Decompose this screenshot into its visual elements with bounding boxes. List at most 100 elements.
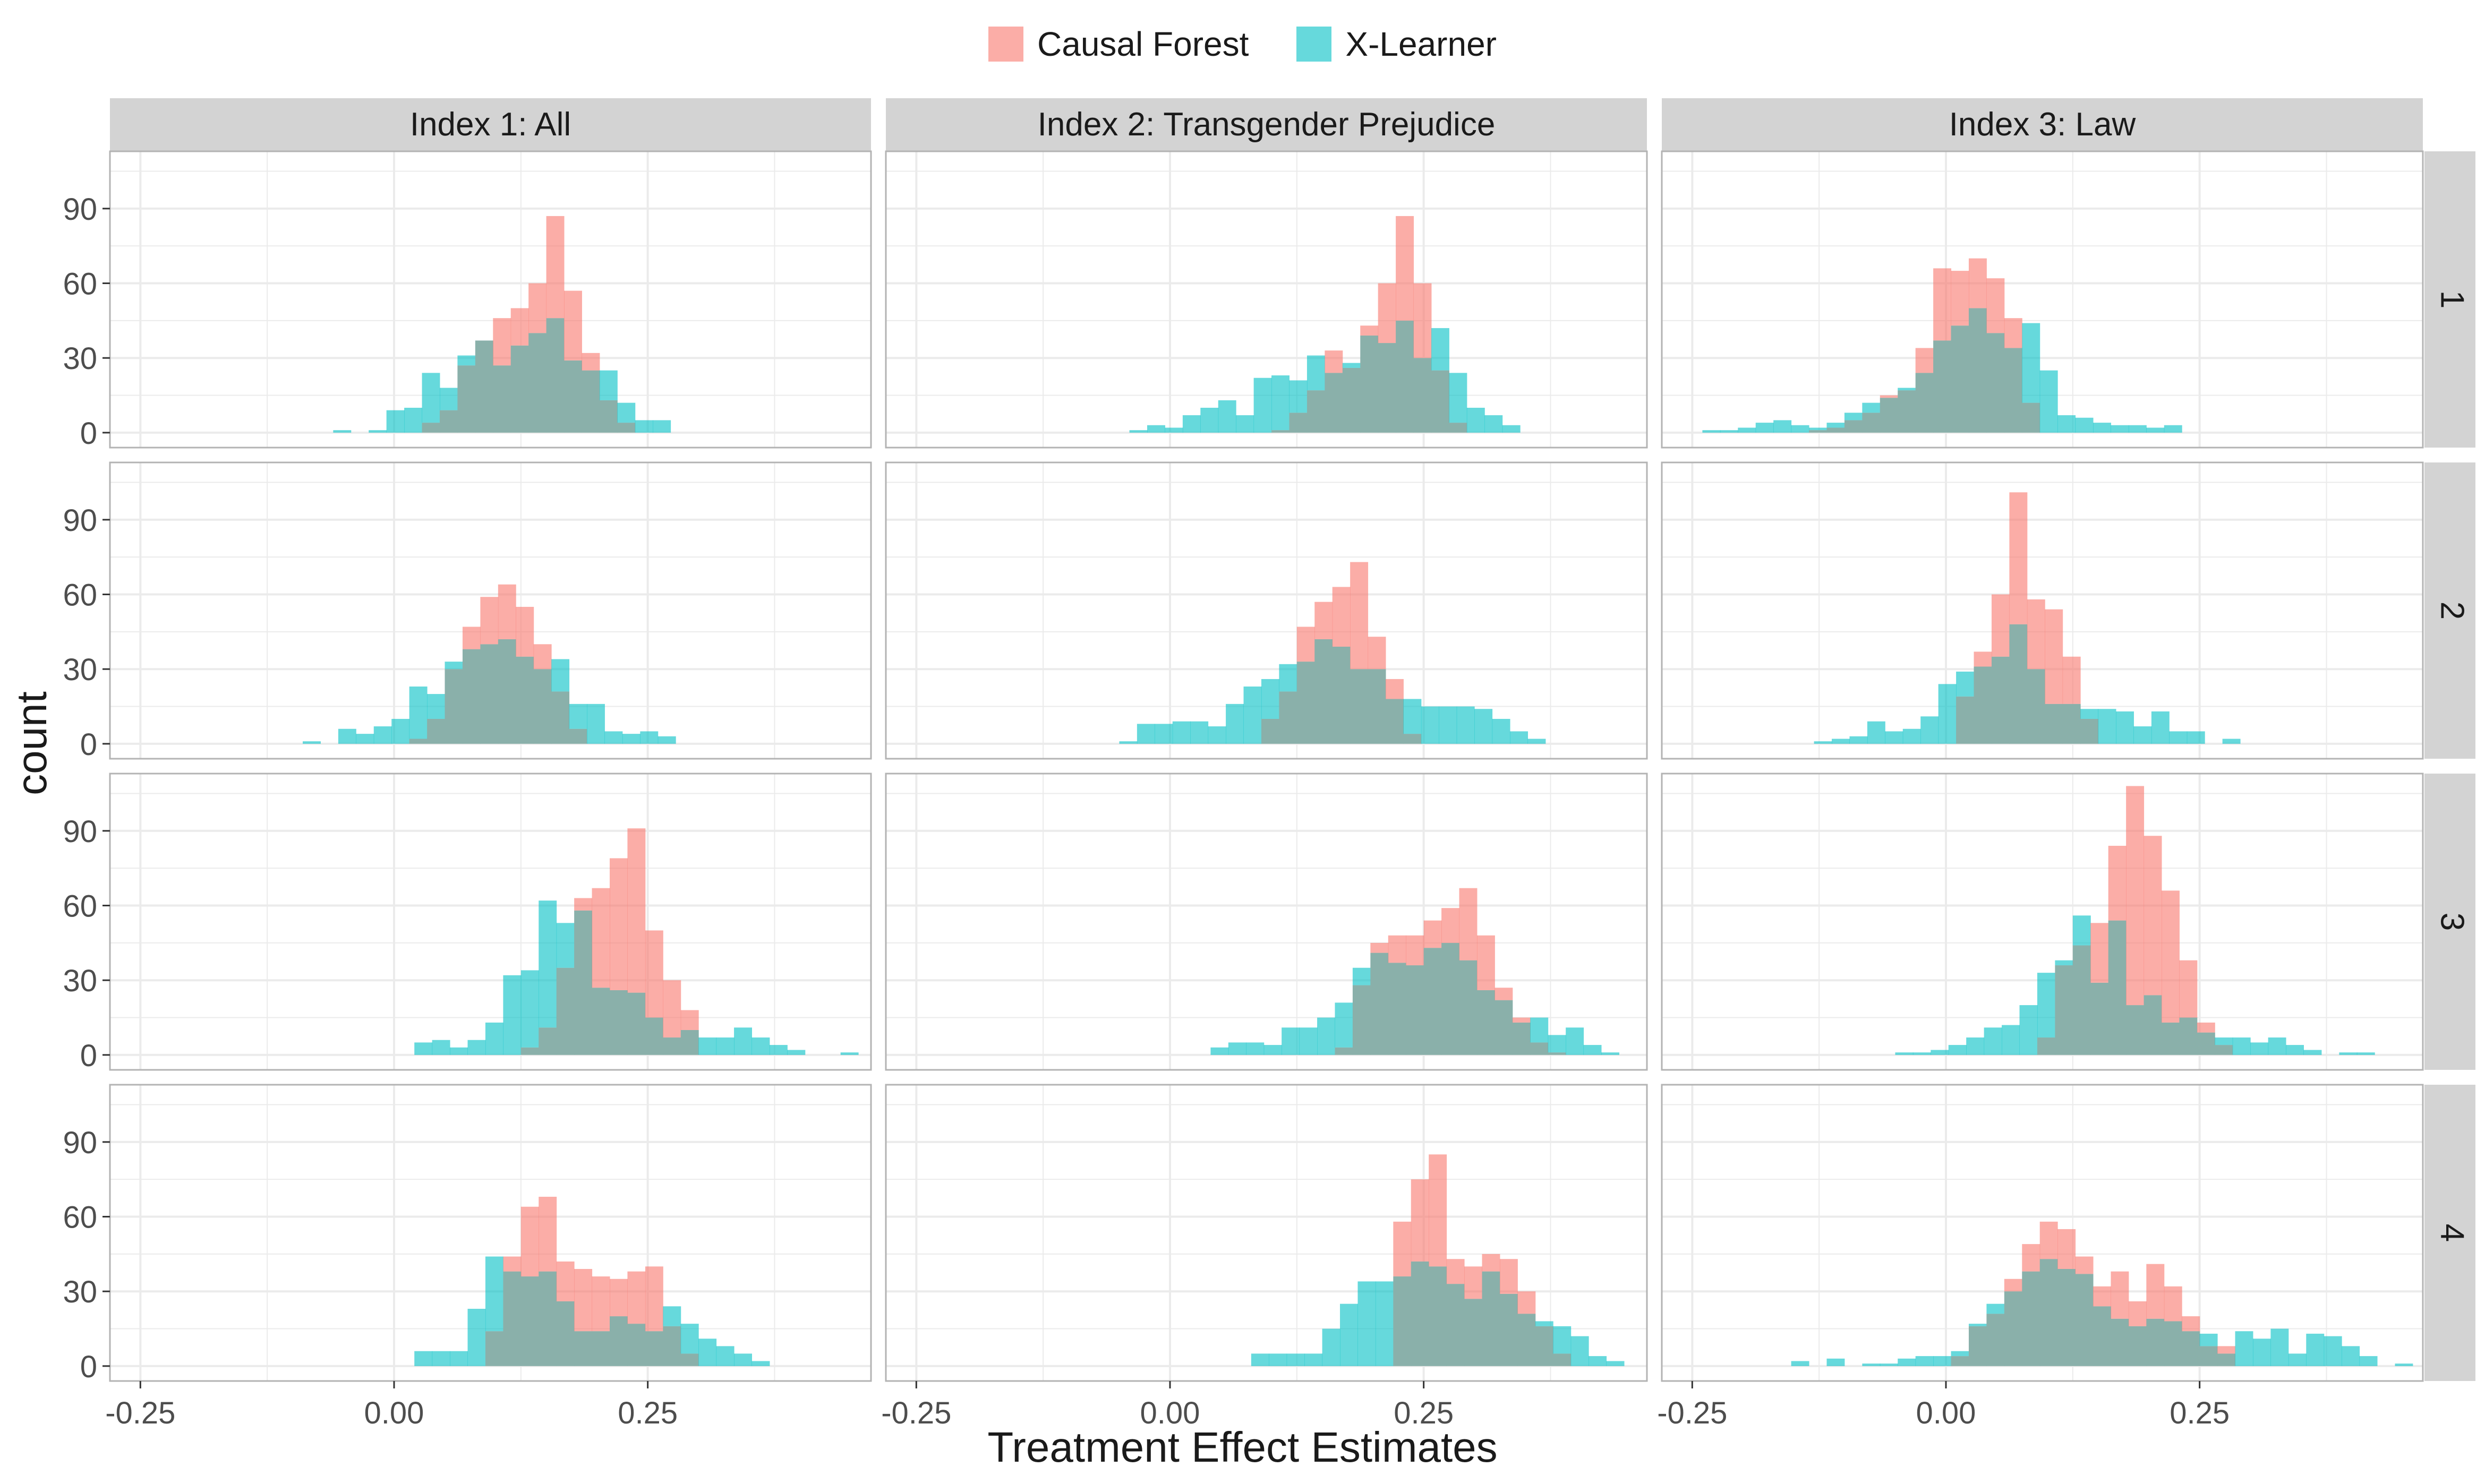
histogram-bar-overlap [1449, 423, 1467, 433]
histogram-bar-overlap [516, 656, 534, 744]
histogram-bar-x-learner [1474, 709, 1493, 744]
histogram-bar-x-learner [1200, 407, 1219, 433]
histogram-bar-causal-forest [1413, 283, 1432, 358]
histogram-bar-x-learner [2002, 1025, 2020, 1055]
histogram-bar-x-learner [2286, 1045, 2304, 1055]
histogram-bar-causal-forest [1446, 1259, 1465, 1284]
histogram-bar-overlap [1991, 656, 2010, 744]
histogram-bar-overlap [1289, 413, 1308, 433]
legend-item-causal-forest[interactable]: Causal Forest [988, 24, 1249, 64]
histogram-bar-causal-forest [1499, 1259, 1518, 1294]
histogram-bar-x-learner [752, 1361, 770, 1366]
histogram-bar-overlap [2057, 1268, 2076, 1366]
y-axis-tick-label: 90 [63, 192, 97, 227]
histogram-bar-overlap [1403, 734, 1422, 744]
facet-strip-row [2424, 774, 2475, 1070]
histogram-bar-x-learner [1439, 706, 1457, 744]
histogram-bar-x-learner [1931, 1050, 1949, 1055]
histogram-bar-x-learner [1251, 1353, 1269, 1366]
histogram-bar-overlap [1306, 390, 1325, 433]
histogram-bar-overlap [1495, 1000, 1513, 1055]
histogram-bar-x-learner [551, 659, 570, 692]
histogram-bar-x-learner [617, 402, 636, 423]
histogram-bar-x-learner [1773, 420, 1792, 433]
histogram-bar-overlap [1898, 390, 1916, 433]
facet-column-label: Index 3: Law [1949, 106, 2136, 143]
histogram-bar-x-learner [1738, 427, 1756, 433]
histogram-bar-causal-forest [1332, 587, 1351, 647]
histogram-bar-x-learner [680, 1324, 699, 1354]
histogram-bar-x-learner [1119, 741, 1138, 744]
histogram-bar-overlap [2022, 1271, 2040, 1366]
histogram-bar-x-learner [2072, 915, 2091, 946]
histogram-bar-overlap [569, 728, 587, 744]
histogram-bar-overlap [462, 649, 481, 744]
legend-swatch-x-learner [1296, 27, 1332, 62]
histogram-bar-x-learner [333, 430, 352, 433]
histogram-bar-overlap [1406, 965, 1424, 1055]
histogram-bar-x-learner [1912, 1052, 1931, 1055]
histogram-bar-causal-forest [1915, 348, 1934, 373]
histogram-bar-x-learner [1210, 1047, 1229, 1055]
histogram-bar-overlap [1335, 1047, 1353, 1055]
histogram-bar-causal-forest [556, 1261, 575, 1301]
histogram-bar-x-learner [1304, 1353, 1323, 1366]
histogram-bar-x-learner [1601, 1052, 1619, 1055]
histogram-bar-x-learner [1155, 724, 1173, 744]
histogram-bar-x-learner [2270, 1328, 2289, 1366]
facet-strip-column [110, 98, 871, 151]
histogram-bar-x-learner [1832, 739, 1850, 744]
histogram-bar-causal-forest [2004, 1279, 2022, 1292]
histogram-bar-overlap [409, 739, 428, 744]
histogram-bar-overlap [663, 1326, 681, 1366]
facet-strip-row [2424, 1085, 2475, 1381]
histogram-bar-causal-forest [574, 1268, 593, 1332]
histogram-bar-x-learner [1340, 1303, 1358, 1366]
histogram-bar-x-learner [1502, 425, 1521, 433]
histogram-bar-x-learner [1933, 1356, 1952, 1366]
histogram-bar-x-learner [2057, 415, 2076, 433]
histogram-bar-x-learner [2252, 1339, 2271, 1366]
histogram-bar-overlap [2164, 1321, 2182, 1366]
histogram-bar-x-learner [2128, 425, 2147, 433]
histogram-bar-overlap [2217, 1353, 2236, 1366]
histogram-bar-x-learner [1755, 423, 1774, 433]
facet-row-label: 2 [2434, 602, 2471, 620]
x-axis-tick-label: 0.25 [618, 1396, 678, 1430]
panel-border [885, 150, 1648, 449]
histogram-bar-x-learner [450, 1351, 468, 1366]
histogram-bar-causal-forest [663, 980, 681, 1038]
histogram-bar-causal-forest [1968, 258, 1987, 308]
histogram-bar-x-learner [2250, 1042, 2269, 1055]
histogram-bar-x-learner [1951, 1351, 1969, 1357]
histogram-bar-causal-forest [2027, 599, 2045, 670]
histogram-bar-x-learner [1253, 378, 1272, 433]
panel-border [109, 150, 872, 449]
histogram-bar-x-learner [569, 704, 587, 729]
histogram-bar-overlap [1476, 990, 1495, 1055]
histogram-bar-overlap [1809, 430, 1827, 433]
histogram-bar-x-learner [2395, 1363, 2413, 1366]
histogram-bar-overlap [1968, 1326, 1987, 1366]
histogram-bar-overlap [592, 988, 610, 1055]
histogram-bar-overlap [680, 1030, 699, 1055]
histogram-bar-causal-forest [2093, 1286, 2111, 1307]
histogram-bar-overlap [539, 1027, 557, 1055]
histogram-bar-x-learner [2199, 1333, 2218, 1346]
histogram-bar-causal-forest [533, 644, 552, 670]
histogram-bar-overlap [627, 1324, 646, 1366]
y-axis-tick-label: 90 [63, 503, 97, 538]
histogram-bar-x-learner [1449, 373, 1467, 423]
histogram-bar-overlap [1517, 1314, 1536, 1366]
histogram-bar-overlap [1360, 335, 1379, 433]
histogram-bar-x-learner [1966, 1037, 1985, 1055]
histogram-bar-causal-forest [2162, 890, 2180, 1023]
histogram-bar-x-learner [1282, 1027, 1300, 1055]
histogram-bar-causal-forest [1517, 1291, 1536, 1314]
histogram-bar-x-learner [1263, 1045, 1282, 1055]
histogram-bar-x-learner [1984, 1027, 2002, 1055]
histogram-bar-x-learner [1895, 1052, 1914, 1055]
legend-item-x-learner[interactable]: X-Learner [1296, 24, 1497, 64]
histogram-bar-x-learner [409, 687, 428, 739]
histogram-bar-causal-forest [610, 1279, 628, 1317]
